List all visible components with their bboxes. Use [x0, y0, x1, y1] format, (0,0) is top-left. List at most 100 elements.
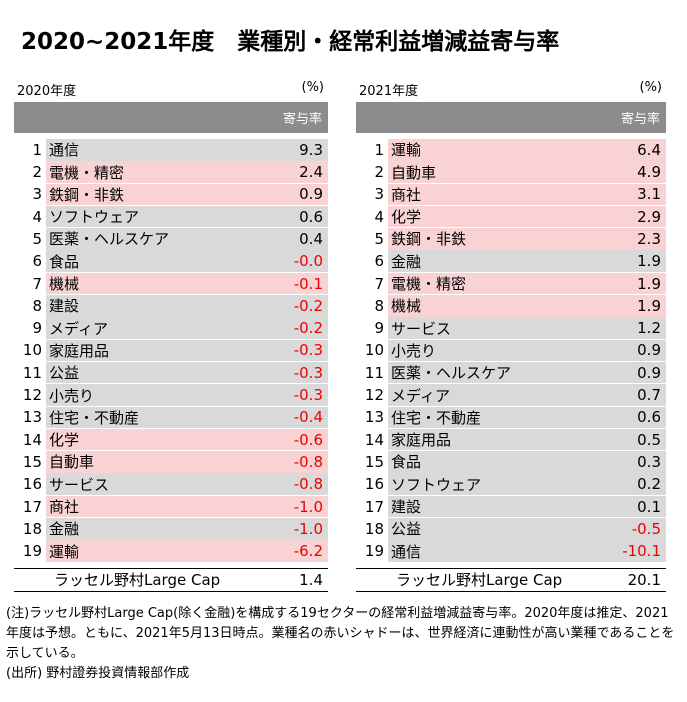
row-bar: ソフトウェア 0.6	[46, 205, 328, 228]
row-sector: 電機・精密	[49, 163, 125, 182]
row-value: -0.0	[293, 252, 323, 271]
row-rank: 11	[356, 361, 388, 384]
row-value: 9.3	[299, 140, 323, 159]
row-value: 0.4	[299, 229, 323, 248]
row-bar: 電機・精密 2.4	[46, 161, 328, 183]
row-sector: 医薬・ヘルスケア	[391, 364, 512, 383]
row-bar: 鉄鋼・非鉄 0.9	[46, 183, 328, 206]
table-row: 17 建設 0.1	[356, 495, 666, 518]
row-value: 0.7	[637, 386, 661, 405]
row-bar: 化学 -0.6	[46, 428, 328, 451]
row-bar: 金融 1.9	[388, 250, 666, 272]
row-sector: 公益	[49, 364, 80, 383]
row-rank: 16	[14, 473, 46, 495]
row-sector: 公益	[391, 520, 422, 539]
row-rank: 9	[356, 317, 388, 339]
row-rank: 8	[14, 295, 46, 317]
row-sector: 運輸	[49, 542, 80, 561]
row-bar: 化学 2.9	[388, 205, 666, 228]
row-sector: 医薬・ヘルスケア	[49, 230, 170, 249]
row-rank: 14	[14, 428, 46, 451]
row-bar: メディア -0.2	[46, 317, 328, 339]
row-value: 0.5	[637, 430, 661, 449]
row-value: 4.9	[637, 163, 661, 182]
table-row: 14 化学 -0.6	[14, 428, 328, 451]
row-bar: 公益 -0.3	[46, 361, 328, 384]
row-bar: 電機・精密 1.9	[388, 272, 666, 295]
row-value: 0.6	[637, 408, 661, 427]
row-sector: 小売り	[391, 341, 437, 360]
row-rank: 17	[356, 495, 388, 518]
row-value: -0.3	[293, 341, 323, 360]
row-rank: 2	[14, 161, 46, 183]
row-bar: メディア 0.7	[388, 384, 666, 406]
table-2020: 2020年度 (%) 寄与率 1 通信 9.3 2 電機・精密 2.4 3 鉄鋼・非鉄 0.9 4…	[14, 80, 328, 592]
table-row: 3 商社 3.1	[356, 183, 666, 206]
row-rank: 3	[356, 183, 388, 206]
row-rank: 17	[14, 495, 46, 518]
row-sector: 化学	[49, 431, 80, 450]
row-value: -0.2	[293, 296, 323, 315]
row-sector: 食品	[391, 453, 422, 472]
table-row: 13 住宅・不動産 0.6	[356, 406, 666, 429]
row-bar: 運輸 6.4	[388, 139, 666, 161]
table-row: 1 通信 9.3	[14, 139, 328, 161]
row-bar: 通信 -10.1	[388, 540, 666, 562]
table-header: 2021年度 (%)	[356, 80, 666, 102]
table-row: 12 小売り -0.3	[14, 384, 328, 406]
total-value: 20.1	[627, 570, 661, 589]
row-value: -0.3	[293, 386, 323, 405]
table-row: 9 サービス 1.2	[356, 317, 666, 339]
table-row: 5 医薬・ヘルスケア 0.4	[14, 228, 328, 250]
row-sector: 金融	[391, 252, 422, 271]
table-row: 15 食品 0.3	[356, 451, 666, 473]
row-value: -0.3	[293, 363, 323, 382]
table-row: 1 運輸 6.4	[356, 139, 666, 161]
table-unit: (%)	[639, 80, 663, 95]
table-row: 16 ソフトウェア 0.2	[356, 473, 666, 495]
row-bar: 医薬・ヘルスケア 0.4	[46, 228, 328, 250]
row-sector: 運輸	[391, 141, 422, 160]
row-bar: 機械 -0.1	[46, 272, 328, 295]
row-sector: サービス	[391, 319, 452, 338]
table-row: 9 メディア -0.2	[14, 317, 328, 339]
row-value: 0.2	[637, 475, 661, 494]
row-rank: 9	[14, 317, 46, 339]
row-bar: サービス -0.8	[46, 473, 328, 495]
row-value: 0.3	[637, 452, 661, 471]
total-label: ラッセル野村Large Cap	[396, 571, 563, 590]
source-text: (出所) 野村證券投資情報部作成	[6, 666, 190, 681]
column-header: 寄与率	[14, 102, 328, 133]
total-row: ラッセル野村Large Cap 1.4	[14, 567, 328, 592]
table-year: 2021年度	[359, 84, 419, 99]
row-sector: 鉄鋼・非鉄	[391, 230, 467, 249]
row-bar: 住宅・不動産 -0.4	[46, 406, 328, 429]
row-value: 2.3	[637, 229, 661, 248]
footnote: (注)ラッセル野村Large Cap(除く金融)を構成する19セクターの経常利益…	[6, 604, 678, 684]
row-value: -0.4	[293, 408, 323, 427]
row-rank: 14	[356, 428, 388, 451]
row-value: -0.6	[293, 430, 323, 449]
table-row: 19 通信 -10.1	[356, 540, 666, 562]
row-value: -1.0	[293, 497, 323, 516]
table-row: 2 自動車 4.9	[356, 161, 666, 183]
table-row: 6 金融 1.9	[356, 250, 666, 272]
row-bar: 食品 0.3	[388, 451, 666, 473]
table-unit: (%)	[301, 80, 325, 95]
row-sector: 住宅・不動産	[391, 408, 482, 427]
row-rank: 13	[14, 406, 46, 429]
row-bar: 運輸 -6.2	[46, 540, 328, 562]
row-sector: 住宅・不動産	[49, 408, 140, 427]
row-value: 0.1	[637, 497, 661, 516]
row-rank: 10	[356, 339, 388, 362]
row-bar: 公益 -0.5	[388, 518, 666, 540]
row-value: -6.2	[293, 542, 323, 561]
table-row: 7 機械 -0.1	[14, 272, 328, 295]
table-row: 15 自動車 -0.8	[14, 451, 328, 473]
row-rank: 3	[14, 183, 46, 206]
row-rank: 12	[14, 384, 46, 406]
row-sector: 通信	[391, 542, 422, 561]
row-rank: 19	[356, 540, 388, 562]
row-sector: 建設	[391, 498, 422, 516]
row-sector: ソフトウェア	[49, 208, 140, 227]
